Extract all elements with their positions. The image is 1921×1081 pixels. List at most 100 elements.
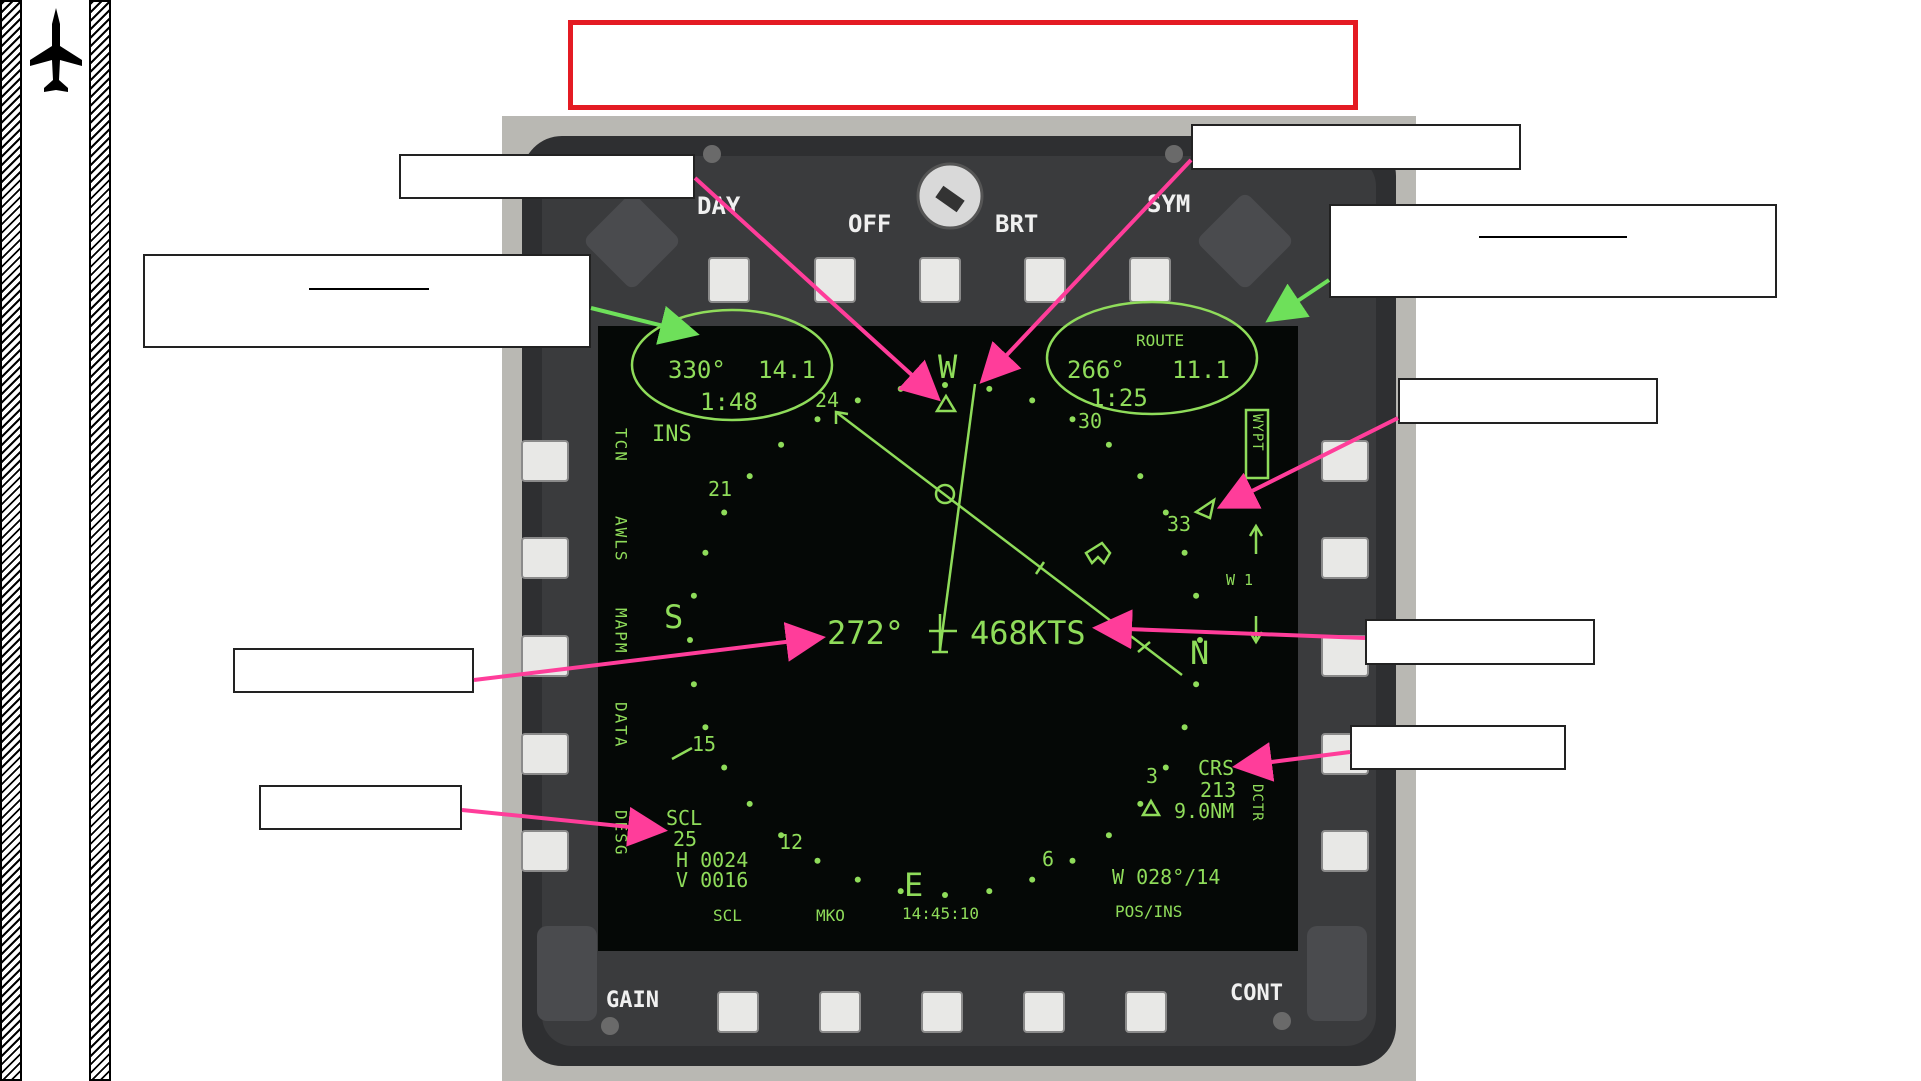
scl-v: V 0016 <box>676 868 748 892</box>
compass-dot <box>702 549 709 556</box>
ground-speed: 468KTS <box>970 614 1086 652</box>
compass-dot <box>746 800 753 807</box>
course-tick-2 <box>1137 641 1151 653</box>
compass-dot <box>721 764 728 771</box>
compass-dot <box>702 724 709 731</box>
bottom-time: 14:45:10 <box>902 904 979 923</box>
compass-dot <box>986 888 993 895</box>
tick-3: 3 <box>1146 764 1158 788</box>
compass-dot <box>1069 416 1076 423</box>
compass-dot <box>1029 876 1036 883</box>
aircraft-icon <box>30 8 82 92</box>
scl-h: H 0024 <box>676 848 748 872</box>
compass-dot <box>814 857 821 864</box>
compass-dot <box>1105 441 1112 448</box>
left-distance: 14.1 <box>758 356 816 384</box>
callout-heading-line <box>1191 124 1521 170</box>
compass-dot <box>687 637 693 643</box>
bottom-scl[interactable]: SCL <box>713 906 742 925</box>
heading-line <box>938 383 977 651</box>
compass-dot <box>1137 800 1144 807</box>
callout-tacan <box>399 154 695 199</box>
heading-readout: 272° <box>827 614 904 652</box>
gain-label: GAIN <box>606 988 659 1013</box>
compass-dot <box>814 416 821 423</box>
compass-dot <box>986 385 993 392</box>
compass-w: W <box>938 348 958 386</box>
crs-value: 213 <box>1200 778 1236 802</box>
sym-label: SYM <box>1147 190 1190 218</box>
compass-dot <box>721 509 728 516</box>
up-arrow-head <box>1248 523 1264 537</box>
nav-source: INS <box>652 422 692 447</box>
right-border-stripe <box>89 0 111 1081</box>
left-option-awls[interactable]: AWLS <box>612 516 631 563</box>
left-option-desg[interactable]: DESG <box>612 810 631 857</box>
callout-ground-speed <box>1365 619 1595 665</box>
compass-dot <box>1197 637 1203 643</box>
callout-route-info <box>1329 204 1777 298</box>
waypoint-label: W 1 <box>1226 571 1253 589</box>
aircraft-position <box>934 483 956 505</box>
compass-dot <box>1029 397 1036 404</box>
compass-dot <box>1137 473 1144 480</box>
callout-scale <box>259 785 462 830</box>
right-time: 1:25 <box>1090 384 1148 412</box>
compass-dot <box>854 397 861 404</box>
compass-dot <box>1181 549 1188 556</box>
compass-dot <box>1181 724 1188 731</box>
compass-dot <box>942 892 948 898</box>
tick-33: 33 <box>1167 512 1191 536</box>
left-bearing: 330° <box>668 356 726 384</box>
scl-value: 25 <box>673 827 697 851</box>
bottom-mko[interactable]: MKO <box>816 906 845 925</box>
left-option-mapm[interactable]: MAPM <box>612 608 631 655</box>
tacan-symbol <box>934 393 958 413</box>
compass-dot <box>854 876 861 883</box>
compass-dot <box>897 385 904 392</box>
scl-label: SCL <box>666 806 702 830</box>
compass-dot <box>1162 764 1169 771</box>
course-tick <box>1034 561 1046 575</box>
compass-dot <box>1162 509 1169 516</box>
compass-dot <box>1193 681 1200 688</box>
callout-left-info <box>143 254 591 348</box>
crs-distance: 9.0NM <box>1174 799 1234 823</box>
tick-15: 15 <box>692 732 716 756</box>
compass-dot <box>897 888 904 895</box>
day-label: DAY <box>697 192 741 220</box>
compass-dot <box>1069 857 1076 864</box>
right-option-dctr[interactable]: DCTR <box>1249 784 1265 822</box>
title-box <box>568 20 1358 110</box>
callout-course <box>1350 725 1566 770</box>
tick-6: 6 <box>1042 847 1054 871</box>
left-option-data[interactable]: DATA <box>612 702 631 749</box>
tick-30: 30 <box>1078 409 1102 433</box>
callout-heading <box>233 648 474 693</box>
bottom-pos[interactable]: POS/INS <box>1115 902 1182 921</box>
right-bearing: 266° <box>1067 356 1125 384</box>
course-arrowhead <box>834 410 849 424</box>
compass-n: N <box>1190 634 1209 672</box>
off-label: OFF <box>848 210 891 238</box>
tick-marker-15 <box>671 746 693 761</box>
compass-dots <box>687 382 1203 898</box>
route-title: ROUTE <box>1136 331 1184 350</box>
wypt-triangle <box>1140 798 1162 817</box>
compass-dot <box>690 592 697 599</box>
callout-waypoint <box>1398 378 1658 424</box>
compass-dot <box>1105 832 1112 839</box>
airfield-symbol <box>1084 541 1112 566</box>
compass-dot <box>1193 592 1200 599</box>
crs-label: CRS <box>1198 756 1234 780</box>
compass-dot <box>746 473 753 480</box>
left-option-tcn[interactable]: TCN <box>612 428 631 463</box>
right-option-wypt[interactable]: WYPT <box>1249 414 1265 452</box>
wind-readout: W 028°/14 <box>1112 865 1220 889</box>
callout-route-info-underline <box>1479 236 1627 238</box>
left-border-stripe <box>0 0 22 1081</box>
brt-label: BRT <box>995 210 1038 238</box>
waypoint-marker <box>1193 497 1216 520</box>
cont-label: CONT <box>1230 981 1283 1006</box>
